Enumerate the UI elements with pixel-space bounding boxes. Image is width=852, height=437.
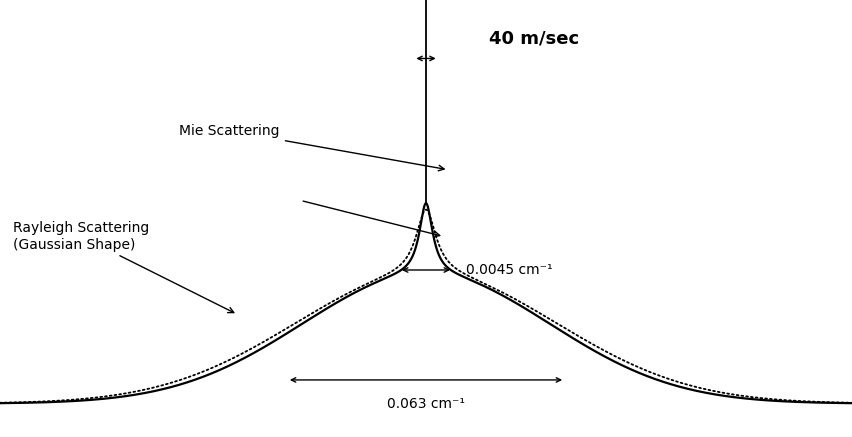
Text: 40 m/sec: 40 m/sec <box>489 30 579 48</box>
Text: 0.0045 cm⁻¹: 0.0045 cm⁻¹ <box>466 263 553 277</box>
Text: 0.063 cm⁻¹: 0.063 cm⁻¹ <box>387 397 465 411</box>
Text: Rayleigh Scattering
(Gaussian Shape): Rayleigh Scattering (Gaussian Shape) <box>14 222 233 312</box>
Text: Mie Scattering: Mie Scattering <box>180 124 444 171</box>
